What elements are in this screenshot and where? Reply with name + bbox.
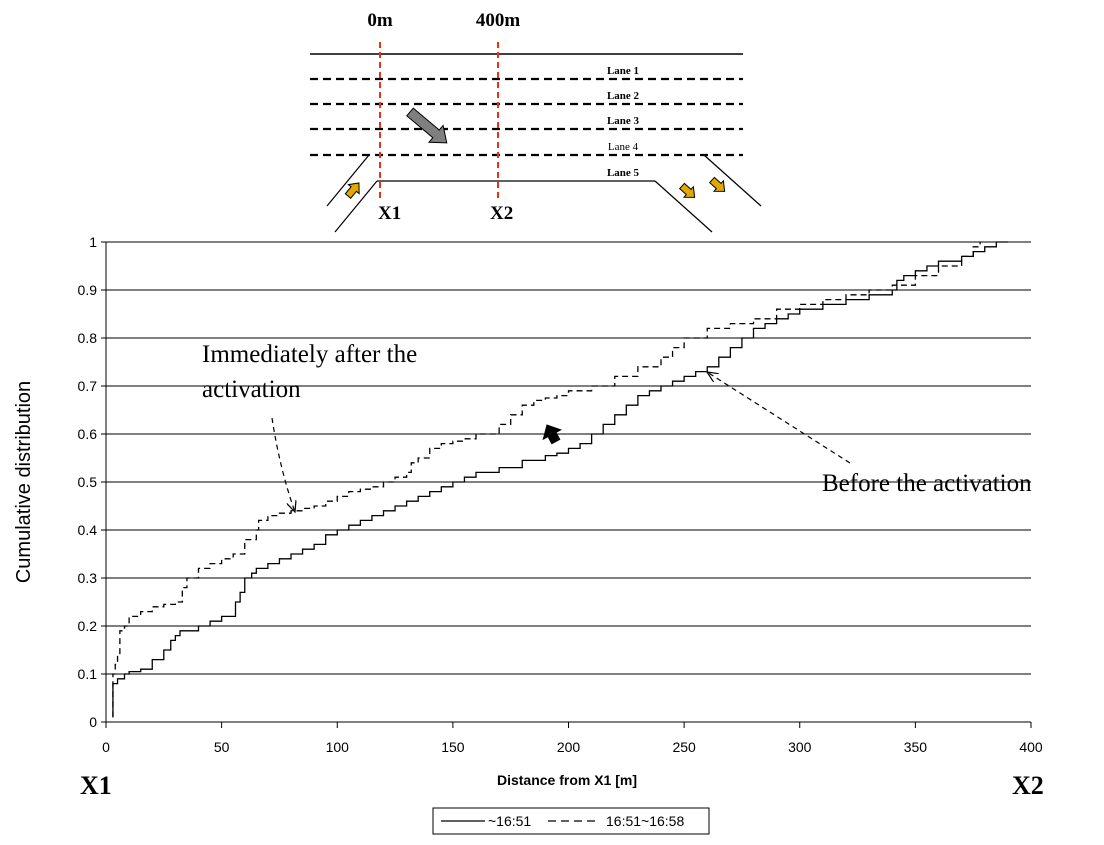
y-axis-label: Cumulative distribution: [13, 381, 35, 583]
x-tick-label: 0: [102, 739, 110, 755]
legend: ~16:51 16:51~16:58: [432, 807, 710, 835]
y-tick-label: 0.7: [78, 378, 98, 394]
x-tick-labels: 0 50 100 150 200 250 300 350 400: [102, 739, 1043, 755]
y-tick-label: 1: [89, 234, 97, 250]
y-tick-labels: 0 0.1 0.2 0.3 0.4 0.5 0.6 0.7 0.8 0.9 1: [78, 234, 98, 730]
y-tick-label: 0.6: [78, 426, 98, 442]
offramp-arrow-icon: [678, 182, 696, 198]
offramp-outer: [703, 154, 762, 207]
x-tick-label: 200: [557, 739, 581, 755]
x-tick-marks: [105, 722, 1032, 728]
annotation-arrow-before: [707, 372, 851, 464]
y-tick-label: 0.3: [78, 570, 98, 586]
y-tick-label: 0.8: [78, 330, 98, 346]
x-tick-label: 150: [441, 739, 465, 755]
end-label-x2: X2: [1012, 771, 1044, 800]
annotation-after-line1: Immediately after the: [202, 341, 417, 368]
x-tick-label: 300: [788, 739, 812, 755]
lane-label-5: Lane 5: [607, 167, 640, 179]
diagram-label-x2: X2: [490, 203, 513, 224]
annotation-after-line2: activation: [202, 376, 301, 403]
y-tick-label: 0.9: [78, 282, 98, 298]
annotation-arrow-after: [271, 417, 295, 512]
onramp-outer: [326, 154, 370, 207]
series-line-after: [112, 242, 981, 718]
lane-label-2: Lane 2: [607, 90, 640, 102]
y-tick-label: 0.4: [78, 522, 98, 538]
legend-label-after: 16:51~16:58: [606, 813, 684, 829]
annotation-before: Before the activation: [822, 470, 1032, 497]
marker-label-400m: 400m: [476, 10, 521, 31]
end-label-x1: X1: [80, 771, 112, 800]
gridlines: [101, 241, 1031, 723]
x-tick-label: 350: [904, 739, 928, 755]
offramp-inner: [654, 180, 713, 233]
x-tick-label: 50: [214, 739, 230, 755]
onramp-arrow-icon: [344, 182, 360, 199]
y-tick-label: 0: [89, 714, 97, 730]
y-tick-label: 0.1: [78, 666, 98, 682]
onramp-inner: [334, 180, 378, 233]
road-diagram: 0m 400m X1 X2 Lane 1 Lane 2 Lane 3 Lane …: [310, 10, 762, 233]
legend-label-before: ~16:51: [488, 813, 531, 829]
lane-label-4: Lane 4: [608, 141, 639, 153]
diagram-label-x1: X1: [378, 203, 401, 224]
y-tick-label: 0.2: [78, 618, 98, 634]
y-tick-label: 0.5: [78, 474, 98, 490]
chart: 0 0.1 0.2 0.3 0.4 0.5 0.6 0.7 0.8 0.9 1 0 50 100 150 2…: [13, 234, 1044, 835]
lane-change-arrow-icon: [406, 107, 448, 144]
shift-arrow-icon: [542, 424, 562, 445]
lane-label-3: Lane 3: [607, 115, 640, 127]
x-tick-label: 100: [326, 739, 350, 755]
x-tick-label: 400: [1019, 739, 1043, 755]
x-axis-label: Distance from X1 [m]: [497, 772, 637, 788]
offramp-arrow-icon: [708, 176, 726, 192]
lane-label-1: Lane 1: [607, 65, 639, 77]
marker-label-0m: 0m: [367, 10, 393, 31]
x-tick-label: 250: [672, 739, 696, 755]
series-line-before: [112, 241, 1008, 718]
